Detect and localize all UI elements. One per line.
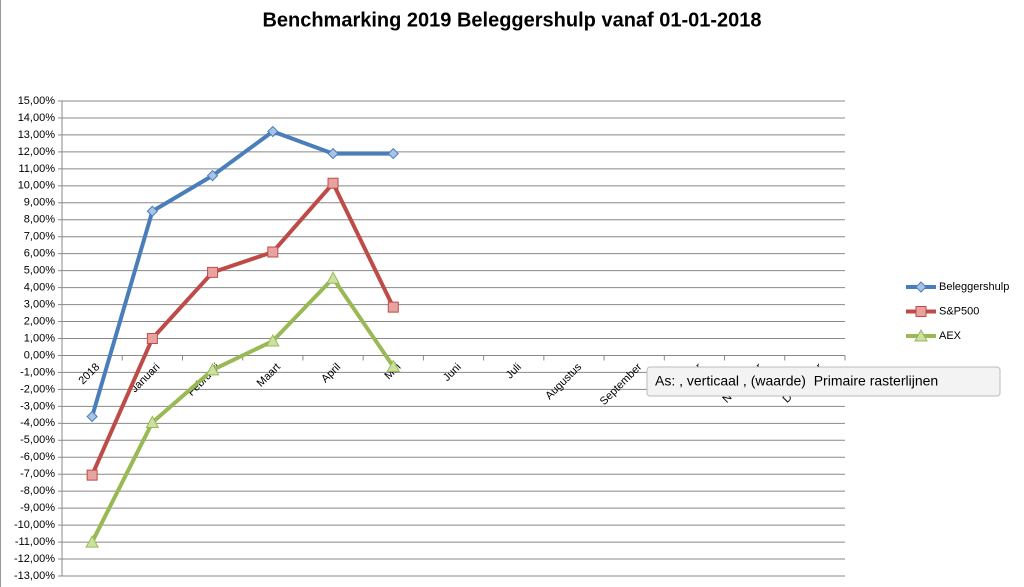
tooltip-text: As: , verticaal , (waarde) Primaire rast… [655,373,938,389]
legend-label: S&P500 [939,305,979,317]
series-line [90,276,395,543]
marker [146,333,158,344]
y-tick-label: 14,00% [18,112,56,124]
y-tick-label: 12,00% [18,146,56,158]
x-tick-label: Maart [255,361,283,389]
x-tick-label: Juli [504,361,524,381]
y-tick-label: -12,00% [14,553,55,565]
marker [267,246,279,258]
y-tick-label: -10,00% [14,519,55,531]
tooltip-box [646,366,1001,397]
y-tick-label: 11,00% [19,163,56,175]
y-tick-label: 6,00% [24,248,55,260]
marker [915,281,927,293]
y-tick-label: -11,00% [15,536,55,548]
marker [265,334,280,347]
y-tick-label: 7,00% [24,231,55,243]
y-tick-label: -2,00% [20,383,55,395]
y-tick-label: -3,00% [20,400,55,412]
marker [326,271,340,284]
marker [386,359,401,372]
marker [267,125,279,138]
marker [85,535,99,548]
y-tick-label: -5,00% [20,434,55,446]
y-tick-label: 15,00% [18,95,56,107]
chart-title: Benchmarking 2019 Beleggershulp vanaf 01… [262,9,761,31]
y-tick-label: 10,00% [18,180,56,192]
marker [145,415,160,428]
y-tick-label: -7,00% [20,468,55,480]
y-tick-label: -9,00% [20,502,55,514]
marker [146,205,159,217]
marker [327,177,339,189]
marker [387,301,399,313]
marker [915,306,927,317]
y-tick-label: 4,00% [24,282,55,294]
y-tick-label: 3,00% [24,298,55,310]
x-tick-label: Augustus [543,361,584,402]
marker [387,147,399,160]
y-tick-label: -1,00% [20,366,55,378]
y-tick-label: 8,00% [24,214,55,226]
y-tick-label: 0,00% [24,349,55,361]
x-tick-label: September [598,361,645,408]
x-tick-label: Juni [441,361,464,384]
y-tick-label: 5,00% [24,265,55,277]
y-tick-label: -13,00% [14,570,55,582]
marker [327,147,339,160]
series-line [90,129,394,418]
marker [86,410,98,423]
y-tick-label: 1,00% [24,332,55,344]
y-tick-label: -4,00% [20,417,55,429]
y-tick-label: 2,00% [24,315,55,327]
y-tick-label: 13,00% [18,129,56,141]
y-tick-label: -6,00% [20,451,55,463]
marker [86,469,98,481]
marker [206,169,219,182]
marker [914,328,928,342]
y-tick-label: -8,00% [20,485,55,497]
x-tick-label: 2018 [76,361,102,387]
marker [205,362,220,376]
x-tick-label: April [319,361,343,385]
marker [207,266,219,278]
y-tick-label: 9,00% [24,197,55,209]
legend-label: Beleggershulp [939,281,1009,293]
legend-label: AEX [939,330,962,342]
series-line [90,181,396,476]
